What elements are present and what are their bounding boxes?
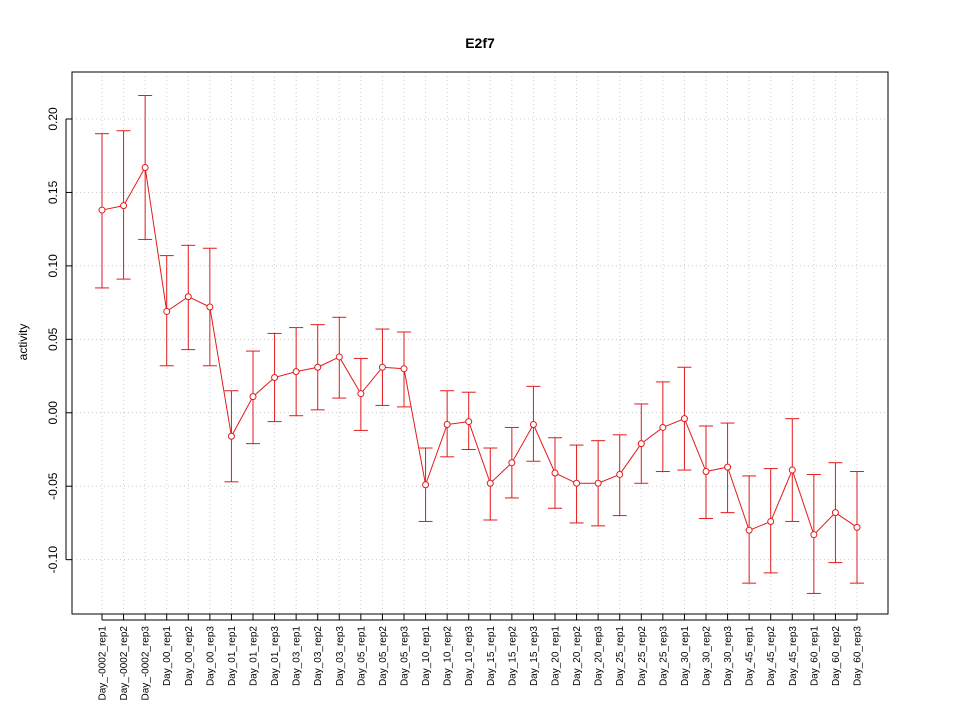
x-tick-label: Day_45_rep3 bbox=[788, 626, 799, 686]
x-tick-label: Day_30_rep1 bbox=[680, 626, 691, 686]
y-tick-label: -0.10 bbox=[46, 546, 60, 574]
data-point bbox=[788, 466, 796, 474]
x-tick-label: Day_25_rep3 bbox=[658, 626, 669, 686]
x-tick-label: Day_00_rep2 bbox=[184, 626, 195, 686]
x-tick-label: Day_60_rep2 bbox=[831, 626, 842, 686]
x-tick-label: Day_10_rep1 bbox=[421, 626, 432, 686]
data-point bbox=[357, 390, 365, 398]
data-point bbox=[810, 531, 818, 539]
x-tick-label: Day_15_rep1 bbox=[486, 626, 497, 686]
x-tick-label: Day_00_rep1 bbox=[162, 626, 173, 686]
data-point bbox=[271, 374, 279, 382]
x-tick-label: Day_20_rep2 bbox=[572, 626, 583, 686]
x-tick-label: Day_15_rep2 bbox=[507, 626, 518, 686]
data-point bbox=[594, 479, 602, 487]
data-point bbox=[184, 293, 192, 301]
data-point bbox=[227, 432, 235, 440]
y-axis: -0.10 -0.05 0.00 0.05 0.10 0.15 0.20 bbox=[46, 107, 72, 573]
data-point bbox=[292, 368, 300, 376]
x-tick-label: Day_-0002_rep2 bbox=[119, 626, 130, 701]
y-tick-label: 0.00 bbox=[46, 401, 60, 425]
x-axis: Day_-0002_rep1 Day_-0002_rep2 Day_-0002_re… bbox=[98, 614, 864, 701]
x-tick-label: Day_03_rep1 bbox=[292, 626, 303, 686]
data-point bbox=[573, 479, 581, 487]
x-tick-label: Day_00_rep3 bbox=[205, 626, 216, 686]
grid-lines bbox=[72, 72, 888, 614]
y-tick-label: 0.05 bbox=[46, 327, 60, 351]
x-tick-label: Day_05_rep3 bbox=[400, 626, 411, 686]
data-point bbox=[141, 163, 149, 171]
y-tick-label: 0.15 bbox=[46, 180, 60, 204]
x-tick-label: Day_60_rep1 bbox=[809, 626, 820, 686]
y-tick-label: -0.05 bbox=[46, 472, 60, 500]
data-point bbox=[163, 307, 171, 315]
x-tick-label: Day_01_rep1 bbox=[227, 626, 238, 686]
data-point bbox=[724, 463, 732, 471]
y-tick-label: 0.10 bbox=[46, 254, 60, 278]
data-point bbox=[206, 303, 214, 311]
data-point bbox=[443, 421, 451, 429]
data-point bbox=[529, 421, 537, 429]
data-point bbox=[508, 459, 516, 467]
series-line bbox=[101, 165, 858, 536]
data-point bbox=[702, 468, 710, 476]
x-tick-label: Day_01_rep3 bbox=[270, 626, 281, 686]
x-tick-label: Day_20_rep1 bbox=[551, 626, 562, 686]
data-point bbox=[465, 418, 473, 426]
x-tick-label: Day_-0002_rep3 bbox=[141, 626, 152, 701]
x-tick-label: Day_05_rep1 bbox=[356, 626, 367, 686]
data-point bbox=[551, 469, 559, 477]
x-tick-label: Day_25_rep2 bbox=[637, 626, 648, 686]
x-tick-label: Day_-0002_rep1 bbox=[98, 626, 109, 701]
data-point bbox=[422, 481, 430, 489]
series-polyline bbox=[101, 165, 858, 536]
y-axis-label: activity bbox=[16, 324, 30, 361]
data-point bbox=[378, 363, 386, 371]
data-point bbox=[249, 393, 257, 401]
x-tick-label: Day_25_rep1 bbox=[615, 626, 626, 686]
x-tick-label: Day_05_rep2 bbox=[378, 626, 389, 686]
chart-title: E2f7 bbox=[465, 35, 495, 51]
x-tick-label: Day_60_rep3 bbox=[853, 626, 864, 686]
x-tick-label: Day_03_rep2 bbox=[313, 626, 324, 686]
data-point bbox=[486, 479, 494, 487]
x-tick-label: Day_03_rep3 bbox=[335, 626, 346, 686]
data-point bbox=[680, 415, 688, 423]
x-tick-label: Day_30_rep3 bbox=[723, 626, 734, 686]
x-tick-label: Day_10_rep2 bbox=[443, 626, 454, 686]
x-tick-label: Day_30_rep2 bbox=[702, 626, 713, 686]
data-point bbox=[853, 523, 861, 531]
data-point bbox=[767, 517, 775, 525]
x-tick-label: Day_01_rep2 bbox=[249, 626, 260, 686]
x-tick-label: Day_20_rep3 bbox=[594, 626, 605, 686]
x-tick-label: Day_45_rep2 bbox=[766, 626, 777, 686]
x-tick-label: Day_45_rep1 bbox=[745, 626, 756, 686]
data-point bbox=[314, 363, 322, 371]
data-point bbox=[745, 526, 753, 534]
plot-frame bbox=[71, 71, 889, 615]
data-point bbox=[335, 353, 343, 361]
data-point bbox=[98, 206, 106, 214]
data-point bbox=[637, 440, 645, 448]
y-tick-label: 0.20 bbox=[46, 107, 60, 131]
data-point bbox=[120, 202, 128, 210]
data-point bbox=[400, 365, 408, 373]
x-tick-label: Day_10_rep3 bbox=[464, 626, 475, 686]
data-point bbox=[831, 509, 839, 517]
data-point bbox=[616, 470, 624, 478]
data-points bbox=[98, 163, 861, 539]
data-point bbox=[659, 423, 667, 431]
x-tick-label: Day_15_rep3 bbox=[529, 626, 540, 686]
